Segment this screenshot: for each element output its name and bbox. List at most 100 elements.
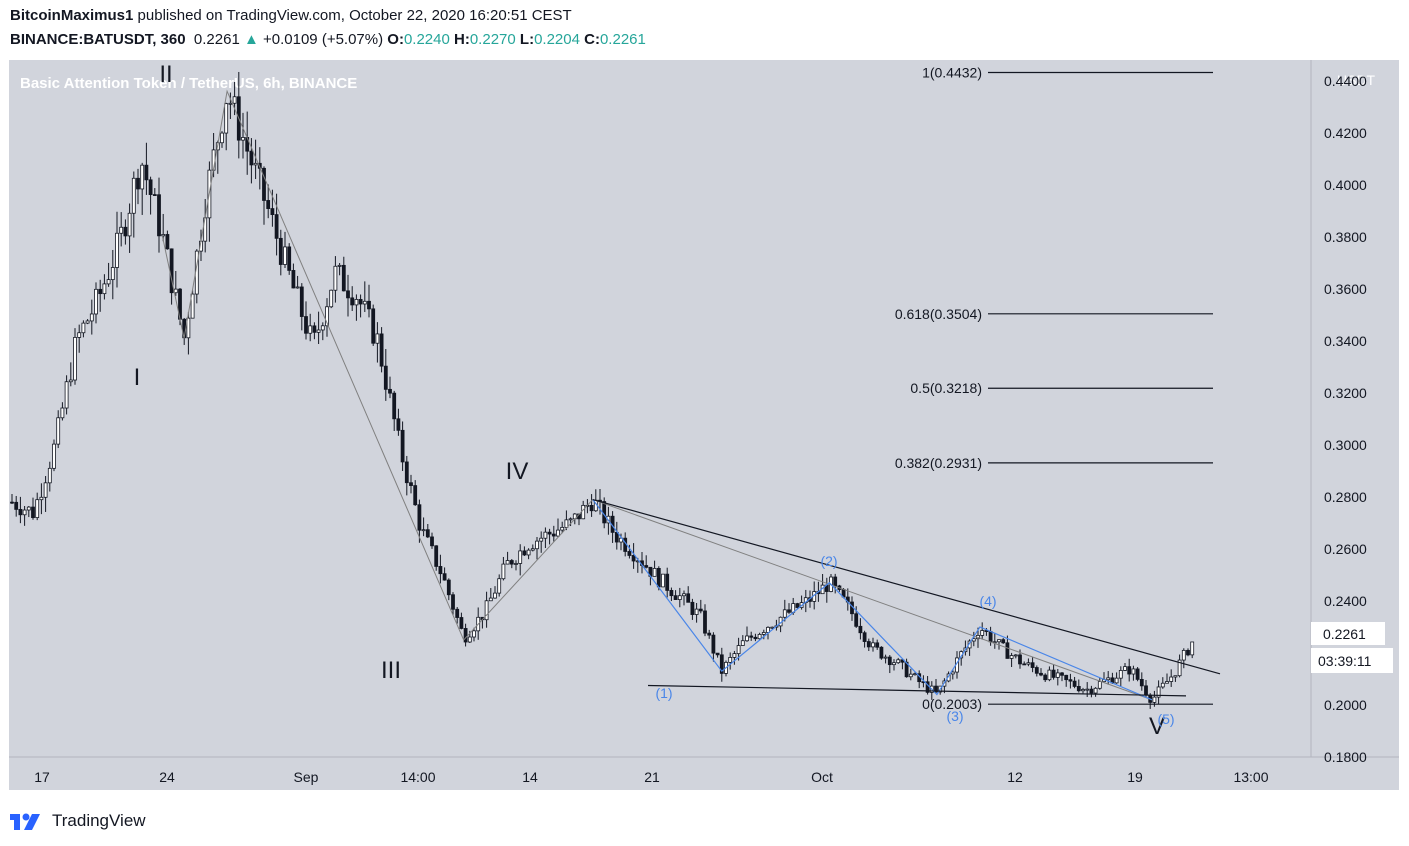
main-wave-label: I bbox=[134, 364, 141, 391]
candle-body bbox=[488, 597, 493, 602]
fib-level-label: 0.382(0.2931) bbox=[895, 455, 982, 471]
candle-body bbox=[1181, 649, 1186, 661]
candle-body bbox=[1064, 674, 1069, 681]
candle-body bbox=[497, 578, 502, 594]
candle-body bbox=[913, 673, 917, 676]
candle-body bbox=[438, 566, 443, 575]
y-tick-label: 0.2800 bbox=[1324, 489, 1367, 505]
sub-wave-path bbox=[592, 499, 1153, 701]
close-value: 0.2261 bbox=[599, 31, 646, 48]
candle-body bbox=[493, 592, 497, 599]
candle-body bbox=[535, 540, 539, 550]
candle-body bbox=[1076, 686, 1081, 692]
candle-body bbox=[253, 162, 258, 166]
close-label: C: bbox=[584, 31, 600, 48]
main-wave-label: II bbox=[159, 61, 172, 88]
y-tick-label: 0.4200 bbox=[1324, 125, 1367, 141]
open-value: 0.2240 bbox=[403, 31, 450, 48]
time-axis[interactable] bbox=[9, 757, 1311, 790]
candle-body bbox=[287, 246, 292, 271]
symbol-label[interactable]: BINANCE:BATUSDT, 360 bbox=[10, 31, 186, 48]
candle-body bbox=[388, 388, 392, 394]
tradingview-logo[interactable]: TradingView bbox=[10, 810, 146, 832]
candle-body bbox=[274, 214, 279, 239]
fib-level-label: 0(0.2003) bbox=[922, 696, 982, 712]
last-price-label: 0.2261 bbox=[1323, 626, 1366, 642]
candle-body bbox=[400, 429, 405, 463]
candle-body bbox=[883, 656, 888, 659]
candle-body bbox=[761, 632, 766, 635]
y-tick-label: 0.2400 bbox=[1324, 593, 1367, 609]
publication-line: BitcoinMaximus1 published on TradingView… bbox=[10, 7, 572, 24]
x-ticks-layer: 17 24 Sep 14:00 14 21 Oct 12 19 13:00 bbox=[34, 769, 1269, 785]
candle-body bbox=[270, 208, 275, 216]
candle-body bbox=[1177, 659, 1182, 677]
candle-body bbox=[249, 150, 254, 166]
candle-body bbox=[980, 630, 985, 636]
candle-body bbox=[320, 325, 325, 331]
candle-body bbox=[47, 467, 52, 484]
last-price: 0.2261 bbox=[193, 31, 240, 48]
candle-body bbox=[997, 639, 1001, 643]
y-tick-label: 0.1800 bbox=[1324, 749, 1367, 765]
candle-body bbox=[404, 461, 409, 484]
candle-body bbox=[396, 418, 401, 431]
candle-body bbox=[1123, 666, 1127, 671]
candle-body bbox=[1118, 670, 1123, 679]
candle-body bbox=[337, 264, 342, 267]
candle-body bbox=[18, 508, 23, 516]
candle-body bbox=[522, 550, 527, 556]
y-tick-label: 0.4000 bbox=[1324, 177, 1367, 193]
candle-body bbox=[262, 167, 266, 201]
candle-body bbox=[425, 529, 430, 538]
candle-body bbox=[77, 332, 82, 338]
last-price-tag: 0.2261 03:39:11 bbox=[1311, 622, 1393, 673]
low-value: 0.2204 bbox=[534, 31, 580, 48]
fib-level-label: 0.5(0.3218) bbox=[910, 380, 982, 396]
candle-body bbox=[1186, 649, 1190, 656]
fib-level-label: 0.618(0.3504) bbox=[895, 306, 982, 322]
candle-body bbox=[749, 635, 754, 638]
chart-pane[interactable] bbox=[9, 60, 1311, 757]
candle-body bbox=[1114, 677, 1119, 684]
fib-level-label: 1(0.4432) bbox=[922, 64, 982, 80]
candle-body bbox=[1169, 676, 1174, 682]
candle-body bbox=[379, 333, 384, 367]
candle-body bbox=[1156, 686, 1161, 698]
fib-levels-layer: 1(0.4432) 0.618(0.3504) 0.5(0.3218) 0.382(0… bbox=[895, 64, 1213, 712]
candle-body bbox=[161, 234, 166, 237]
candle-body bbox=[472, 630, 476, 638]
candle-body bbox=[316, 329, 321, 333]
candle-body bbox=[442, 573, 447, 581]
lower-trendline bbox=[647, 684, 1187, 697]
candle-body bbox=[682, 593, 686, 597]
author-name[interactable]: BitcoinMaximus1 bbox=[10, 7, 134, 24]
candle-body bbox=[556, 529, 560, 537]
candle-body bbox=[732, 653, 737, 658]
candle-body bbox=[711, 634, 716, 654]
candle-body bbox=[325, 306, 329, 327]
candle-body bbox=[144, 164, 149, 181]
y-tick-label: 0.2600 bbox=[1324, 541, 1367, 557]
candle-body bbox=[1127, 666, 1132, 675]
x-tick-label: 12 bbox=[1007, 769, 1023, 785]
candle-body bbox=[421, 529, 426, 532]
candle-body bbox=[673, 595, 678, 600]
candle-body bbox=[64, 381, 69, 409]
candle-body bbox=[770, 626, 775, 629]
candle-body bbox=[795, 603, 800, 608]
candle-body bbox=[1093, 687, 1098, 694]
candle-body bbox=[1139, 678, 1144, 687]
candle-body bbox=[1081, 689, 1085, 692]
candle-body bbox=[1144, 685, 1148, 696]
candle-body bbox=[413, 485, 418, 506]
y-tick-label: 0.3000 bbox=[1324, 437, 1367, 453]
candle-body bbox=[1005, 642, 1010, 659]
candle-body bbox=[1072, 680, 1077, 687]
candle-body bbox=[988, 631, 993, 643]
candle-body bbox=[677, 595, 682, 600]
candle-body bbox=[866, 641, 871, 648]
candle-body bbox=[383, 365, 388, 390]
